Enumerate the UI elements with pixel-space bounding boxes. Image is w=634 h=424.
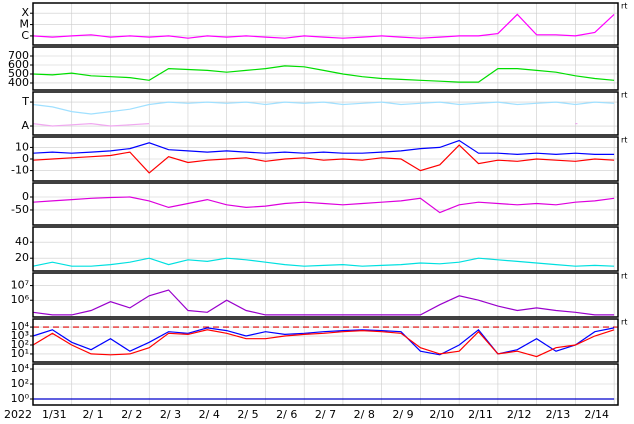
y-tick-label: 10¹ (11, 347, 29, 360)
data-line (32, 65, 615, 83)
x-tick-label: 2/10 (429, 408, 454, 421)
x-tick-label: 2/ 8 (354, 408, 375, 421)
panel-frame (32, 318, 619, 363)
y-tick-label: 600 (8, 58, 29, 71)
panel-frame (32, 226, 619, 272)
panel-tag: rt (621, 2, 627, 11)
y-tick-label: -50 (11, 203, 29, 216)
y-tick-label: 20 (15, 251, 29, 264)
x-tick-label: 2/ 3 (160, 408, 181, 421)
data-line (32, 329, 615, 358)
x-tick-label: 2/ 6 (276, 408, 297, 421)
y-tick-label: 10⁴ (11, 362, 30, 375)
y-tick-label: M (20, 18, 30, 31)
y-tick-label: T (21, 95, 29, 108)
data-line (32, 257, 615, 267)
x-tick-label: 2/ 9 (392, 408, 413, 421)
x-tick-label: 2/ 7 (315, 408, 336, 421)
data-line (32, 144, 615, 174)
y-tick-label: 40 (15, 235, 29, 248)
y-tick-label: 10⁰ (11, 392, 30, 405)
panel-tag: rt (621, 136, 627, 145)
data-line (32, 139, 615, 156)
y-tick-label: 10² (11, 338, 29, 351)
y-tick-label: 0 (22, 190, 29, 203)
panel-frame (32, 272, 619, 318)
data-line (32, 289, 615, 316)
x-tick-label: 2/ 5 (237, 408, 258, 421)
y-tick-label: 10 (15, 140, 29, 153)
data-line (32, 122, 150, 127)
x-tick-label: 2/13 (546, 408, 571, 421)
x-tick-label: 2/14 (584, 408, 609, 421)
y-tick-label: 0 (22, 152, 29, 165)
y-tick-label: 700 (8, 49, 29, 62)
year-label: 2022 (4, 408, 32, 421)
y-tick-label: C (21, 29, 29, 42)
data-line (32, 327, 615, 356)
y-tick-label: 400 (8, 76, 29, 89)
panel-frame (32, 136, 619, 182)
y-tick-label: 10⁶ (11, 293, 30, 306)
panel-tag: rt (621, 272, 627, 281)
x-tick-label: 1/31 (42, 408, 67, 421)
y-tick-label: -10 (11, 164, 29, 177)
y-tick-label: 500 (8, 67, 29, 80)
x-tick-label: 2/12 (507, 408, 532, 421)
y-tick-label: A (21, 119, 29, 132)
panel-frame (32, 91, 619, 136)
y-tick-label: 10⁴ (11, 320, 30, 333)
x-tick-label: 2/11 (468, 408, 493, 421)
panel-frame (32, 46, 619, 91)
y-tick-label: 10² (11, 377, 29, 390)
panel-tag: rt (621, 318, 627, 327)
panel-tag: rt (621, 91, 627, 100)
data-line (32, 13, 615, 39)
x-tick-label: 2/ 2 (121, 408, 142, 421)
data-line (32, 196, 615, 214)
x-tick-label: 2/ 1 (82, 408, 103, 421)
panel-frame (32, 363, 619, 406)
y-tick-label: X (21, 6, 29, 19)
data-line (32, 101, 615, 115)
x-tick-label: 2/ 4 (199, 408, 220, 421)
y-tick-label: 10³ (11, 329, 29, 342)
panel-frame (32, 2, 619, 46)
panel-frame (32, 182, 619, 226)
y-tick-label: 10⁷ (11, 279, 29, 292)
